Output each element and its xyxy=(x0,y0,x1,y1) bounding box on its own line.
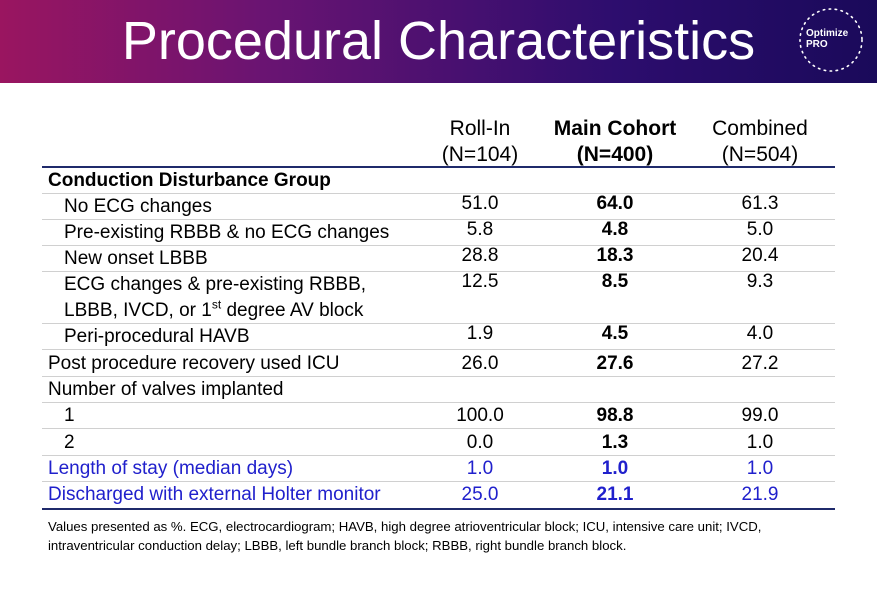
row-label: 2 xyxy=(64,432,75,453)
row-label: Number of valves implanted xyxy=(48,379,284,400)
value-roll-in: 1.9 xyxy=(466,323,494,344)
logo-line1: Optimize xyxy=(806,28,849,39)
slide-title: Procedural Characteristics xyxy=(121,11,756,71)
row-label: Discharged with external Holter monitor xyxy=(48,484,381,505)
row-label-line2: LBBB, IVCD, or 1st degree AV block xyxy=(64,299,363,323)
value-roll-in: 100.0 xyxy=(456,405,504,426)
value-roll-in: 1.0 xyxy=(466,458,494,479)
row-label: ECG changes & pre-existing RBBB, xyxy=(64,274,367,295)
value-combined: 5.0 xyxy=(746,219,774,240)
row-label: New onset LBBB xyxy=(64,248,208,269)
logo-text: Optimize PRO xyxy=(806,28,848,50)
value-main-cohort: 1.0 xyxy=(601,458,629,479)
value-main-cohort: 8.5 xyxy=(601,271,629,292)
row-divider xyxy=(42,271,835,272)
col-header-main-cohort: Main Cohort (N=400) xyxy=(545,116,685,168)
value-roll-in: 26.0 xyxy=(461,353,499,374)
row-divider xyxy=(42,481,835,482)
superscript: st xyxy=(211,297,222,312)
value-combined: 1.0 xyxy=(746,432,774,453)
row-label: Length of stay (median days) xyxy=(48,458,294,479)
value-combined: 1.0 xyxy=(746,458,774,479)
value-roll-in: 25.0 xyxy=(461,484,499,505)
col-header-roll-in: Roll-In (N=104) xyxy=(420,116,540,168)
value-main-cohort: 98.8 xyxy=(596,405,634,426)
row-divider xyxy=(42,376,835,377)
row-label-part: degree AV block xyxy=(221,300,364,321)
value-roll-in: 12.5 xyxy=(461,271,499,292)
value-combined: 21.9 xyxy=(741,484,779,505)
value-combined: 99.0 xyxy=(741,405,779,426)
value-roll-in: 51.0 xyxy=(461,193,499,214)
row-label: No ECG changes xyxy=(64,196,212,217)
row-label: Post procedure recovery used ICU xyxy=(48,353,340,374)
value-combined: 9.3 xyxy=(746,271,774,292)
col-n: (N=104) xyxy=(441,143,519,166)
row-label-part: LBBB, IVCD, or 1 xyxy=(64,300,212,321)
value-roll-in: 0.0 xyxy=(466,432,494,453)
footnote: Values presented as %. ECG, electrocardi… xyxy=(48,519,762,553)
row-divider xyxy=(42,349,835,350)
logo-dotted-circle-icon xyxy=(799,8,863,72)
col-n: (N=504) xyxy=(721,143,799,166)
row-divider xyxy=(42,193,835,194)
col-header-combined: Combined (N=504) xyxy=(700,116,820,168)
value-main-cohort: 4.5 xyxy=(601,323,629,344)
value-main-cohort: 21.1 xyxy=(596,484,634,505)
title-banner: Procedural Characteristics Optimize PRO xyxy=(0,0,877,83)
value-combined: 20.4 xyxy=(741,245,779,266)
row-label-group: Conduction Disturbance Group xyxy=(48,170,331,191)
value-roll-in: 5.8 xyxy=(466,219,494,240)
row-label: Peri-procedural HAVB xyxy=(64,326,250,347)
header-rule xyxy=(42,166,835,168)
table-bottom-rule xyxy=(42,508,835,510)
logo-line2: PRO xyxy=(806,39,828,50)
col-name: Combined xyxy=(712,117,808,140)
row-divider xyxy=(42,428,835,429)
value-main-cohort: 1.3 xyxy=(601,432,629,453)
value-main-cohort: 27.6 xyxy=(596,353,634,374)
value-combined: 27.2 xyxy=(741,353,779,374)
col-name: Roll-In xyxy=(449,117,511,140)
value-main-cohort: 64.0 xyxy=(596,193,634,214)
value-combined: 4.0 xyxy=(746,323,774,344)
value-roll-in: 28.8 xyxy=(461,245,499,266)
row-divider xyxy=(42,245,835,246)
col-n: (N=400) xyxy=(576,143,654,166)
value-combined: 61.3 xyxy=(741,193,779,214)
row-divider xyxy=(42,323,835,324)
row-divider xyxy=(42,402,835,403)
row-label: Pre-existing RBBB & no ECG changes xyxy=(64,222,390,243)
col-name: Main Cohort xyxy=(553,117,677,140)
row-label: 1 xyxy=(64,405,75,426)
row-divider xyxy=(42,455,835,456)
row-divider xyxy=(42,219,835,220)
value-main-cohort: 4.8 xyxy=(601,219,629,240)
value-main-cohort: 18.3 xyxy=(596,245,634,266)
